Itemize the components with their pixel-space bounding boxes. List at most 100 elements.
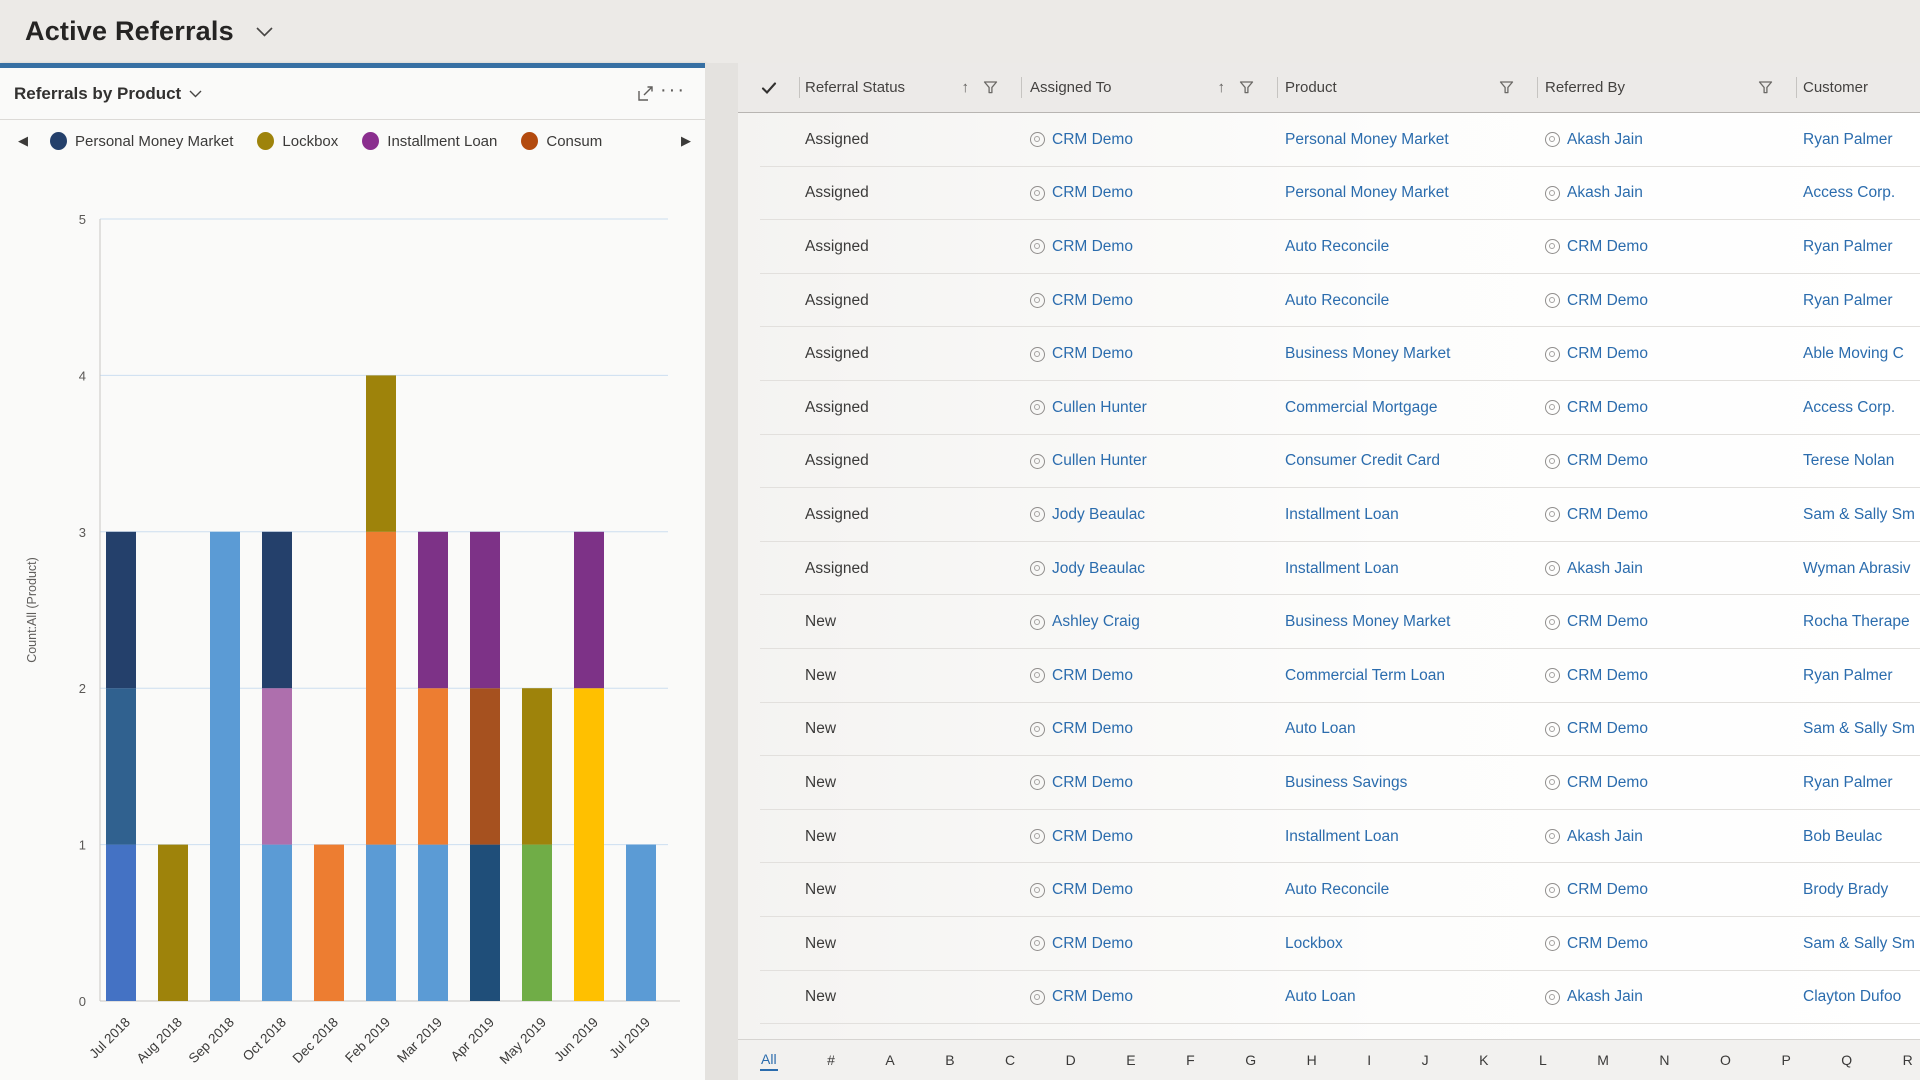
customer-link[interactable]: Sam & Sally Sm: [1803, 505, 1915, 523]
product-link[interactable]: Auto Reconcile: [1285, 237, 1390, 255]
bar-segment-dec-2018[interactable]: [314, 844, 344, 1001]
table-row[interactable]: New Ashley Craig Business Money Market CRM …: [738, 595, 1920, 649]
table-row[interactable]: New CRM Demo Lockbox CRM Demo Sam & Sally Sm: [738, 917, 1920, 971]
referred-link[interactable]: CRM Demo: [1567, 345, 1648, 363]
column-header-assigned[interactable]: Assigned To ↑: [1022, 63, 1278, 112]
product-link[interactable]: Auto Loan: [1285, 720, 1356, 738]
table-row[interactable]: Assigned CRM Demo Personal Money Market Aka…: [738, 113, 1920, 167]
referred-link[interactable]: CRM Demo: [1567, 613, 1648, 631]
bar-segment-feb-2019[interactable]: [366, 375, 396, 532]
table-row[interactable]: New CRM Demo Business Savings CRM Demo Ryan …: [738, 756, 1920, 810]
bar-segment-jul-2018[interactable]: [106, 844, 136, 1001]
referred-link[interactable]: Akash Jain: [1567, 559, 1643, 577]
assigned-link[interactable]: CRM Demo: [1052, 827, 1133, 845]
table-row[interactable]: New CRM Demo Auto Loan Akash Jain Clayton Du…: [738, 971, 1920, 1025]
customer-link[interactable]: Bob Beulac: [1803, 827, 1883, 845]
assigned-link[interactable]: CRM Demo: [1052, 666, 1133, 684]
product-link[interactable]: Installment Loan: [1285, 559, 1399, 577]
assigned-link[interactable]: CRM Demo: [1052, 934, 1133, 952]
product-link[interactable]: Lockbox: [1285, 934, 1343, 952]
jump-bar-item-r[interactable]: R: [1902, 1052, 1913, 1068]
jump-bar-item-p[interactable]: P: [1781, 1052, 1791, 1068]
legend-next-icon[interactable]: ▶: [681, 133, 691, 148]
jump-bar-item-i[interactable]: I: [1367, 1052, 1372, 1068]
product-link[interactable]: Consumer Credit Card: [1285, 452, 1441, 470]
referred-link[interactable]: CRM Demo: [1567, 291, 1648, 309]
bar-segment-apr-2019[interactable]: [470, 844, 500, 1001]
table-row[interactable]: Assigned CRM Demo Auto Reconcile CRM Demo Ry…: [738, 220, 1920, 274]
customer-link[interactable]: Ryan Palmer: [1803, 237, 1893, 255]
sort-ascending-icon[interactable]: ↑: [1217, 79, 1226, 96]
bar-segment-may-2019[interactable]: [522, 844, 552, 1001]
customer-link[interactable]: Able Moving C: [1803, 345, 1904, 363]
referred-link[interactable]: CRM Demo: [1567, 881, 1648, 899]
table-row[interactable]: New CRM Demo Commercial Term Loan CRM Demo R…: [738, 649, 1920, 703]
bar-segment-oct-2018[interactable]: [262, 844, 292, 1001]
assigned-link[interactable]: CRM Demo: [1052, 130, 1133, 148]
customer-link[interactable]: Access Corp.: [1803, 184, 1896, 202]
column-header-product[interactable]: Product: [1278, 63, 1538, 112]
product-link[interactable]: Auto Reconcile: [1285, 881, 1390, 899]
more-commands-icon[interactable]: ···: [660, 78, 686, 101]
referred-link[interactable]: CRM Demo: [1567, 398, 1648, 416]
product-link[interactable]: Commercial Mortgage: [1285, 398, 1438, 416]
customer-link[interactable]: Ryan Palmer: [1803, 773, 1893, 791]
customer-link[interactable]: Ryan Palmer: [1803, 666, 1893, 684]
assigned-link[interactable]: Ashley Craig: [1052, 613, 1140, 631]
table-row[interactable]: Assigned Cullen Hunter Commercial Mortgage…: [738, 381, 1920, 435]
product-link[interactable]: Auto Loan: [1285, 988, 1356, 1006]
referred-link[interactable]: Akash Jain: [1567, 827, 1643, 845]
referred-link[interactable]: Akash Jain: [1567, 184, 1643, 202]
product-link[interactable]: Auto Reconcile: [1285, 291, 1390, 309]
bar-segment-oct-2018[interactable]: [262, 688, 292, 845]
customer-link[interactable]: Rocha Therape: [1803, 613, 1910, 631]
jump-bar-item-n[interactable]: N: [1659, 1052, 1670, 1068]
table-row[interactable]: Assigned CRM Demo Auto Reconcile CRM Demo Ry…: [738, 274, 1920, 328]
jump-bar-item-o[interactable]: O: [1720, 1052, 1731, 1068]
assigned-link[interactable]: CRM Demo: [1052, 720, 1133, 738]
referred-link[interactable]: CRM Demo: [1567, 934, 1648, 952]
expand-chart-icon[interactable]: [631, 80, 659, 108]
sort-ascending-icon[interactable]: ↑: [961, 79, 970, 96]
referred-link[interactable]: Akash Jain: [1567, 130, 1643, 148]
referred-link[interactable]: CRM Demo: [1567, 452, 1648, 470]
assigned-link[interactable]: CRM Demo: [1052, 988, 1133, 1006]
filter-funnel-icon[interactable]: [1758, 81, 1773, 94]
legend-item-personal-money-market[interactable]: Personal Money Market: [50, 132, 233, 150]
bar-segment-mar-2019[interactable]: [418, 531, 448, 689]
bar-segment-apr-2019[interactable]: [470, 688, 500, 845]
product-link[interactable]: Business Money Market: [1285, 613, 1451, 631]
legend-item-installment-loan[interactable]: Installment Loan: [362, 132, 497, 150]
assigned-link[interactable]: CRM Demo: [1052, 773, 1133, 791]
product-link[interactable]: Personal Money Market: [1285, 184, 1449, 202]
jump-bar-item-a[interactable]: A: [885, 1052, 895, 1068]
referred-link[interactable]: CRM Demo: [1567, 773, 1648, 791]
bar-segment-jul-2019[interactable]: [626, 844, 656, 1001]
customer-link[interactable]: Terese Nolan: [1803, 452, 1895, 470]
bar-segment-feb-2019[interactable]: [366, 531, 396, 845]
referred-link[interactable]: CRM Demo: [1567, 237, 1648, 255]
assigned-link[interactable]: Cullen Hunter: [1052, 398, 1147, 416]
table-row[interactable]: Assigned Jody Beaulac Installment Loan Akas…: [738, 542, 1920, 596]
jump-bar-item-j[interactable]: J: [1421, 1052, 1429, 1068]
legend-prev-icon[interactable]: ◀: [18, 133, 28, 148]
table-row[interactable]: Assigned CRM Demo Business Money Market CRM…: [738, 327, 1920, 381]
product-link[interactable]: Installment Loan: [1285, 827, 1399, 845]
bar-segment-apr-2019[interactable]: [470, 531, 500, 689]
jump-bar-item-all[interactable]: All: [760, 1049, 778, 1071]
column-header-customer[interactable]: Customer: [1797, 63, 1920, 112]
customer-link[interactable]: Sam & Sally Sm: [1803, 934, 1915, 952]
assigned-link[interactable]: Jody Beaulac: [1052, 559, 1146, 577]
jump-bar-item-d[interactable]: D: [1065, 1052, 1076, 1068]
customer-link[interactable]: Access Corp.: [1803, 398, 1896, 416]
bar-segment-aug-2018[interactable]: [158, 844, 188, 1001]
jump-bar-item-m[interactable]: M: [1597, 1052, 1609, 1068]
bar-segment-jun-2019[interactable]: [574, 688, 604, 1001]
bar-segment-oct-2018[interactable]: [262, 531, 292, 689]
assigned-link[interactable]: Cullen Hunter: [1052, 452, 1147, 470]
column-header-referred[interactable]: Referred By: [1538, 63, 1797, 112]
referred-link[interactable]: CRM Demo: [1567, 666, 1648, 684]
jump-bar-item-b[interactable]: B: [945, 1052, 955, 1068]
bar-segment-mar-2019[interactable]: [418, 844, 448, 1001]
customer-link[interactable]: Ryan Palmer: [1803, 130, 1893, 148]
